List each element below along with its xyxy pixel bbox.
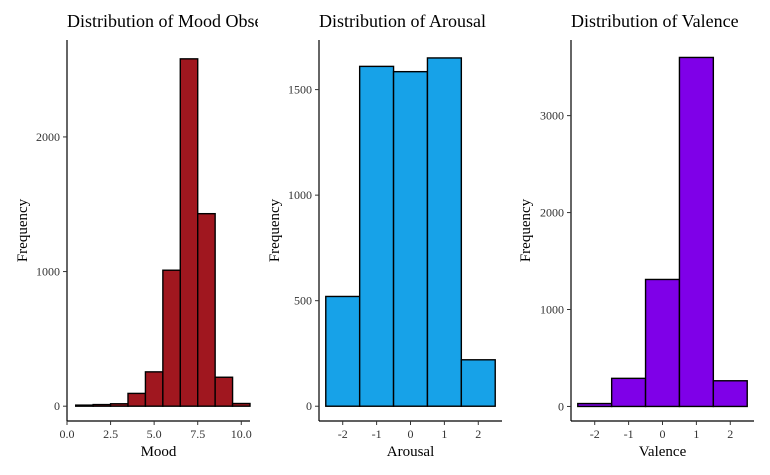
x-axis-label: Arousal bbox=[387, 444, 435, 460]
y-tick-label: 0 bbox=[306, 399, 312, 413]
x-tick-label: 0.0 bbox=[60, 427, 75, 441]
x-tick-label: 2.5 bbox=[103, 427, 118, 441]
histogram-bar bbox=[460, 359, 496, 407]
histogram-bar bbox=[610, 377, 647, 408]
x-tick-label: 1 bbox=[693, 427, 699, 441]
x-tick-label: 0 bbox=[660, 427, 666, 441]
x-tick-label: 10.0 bbox=[231, 427, 252, 441]
histogram-bar bbox=[644, 278, 681, 408]
histogram-bar bbox=[231, 402, 251, 407]
histogram-bar bbox=[162, 269, 181, 407]
chart-title: Distribution of Arousal bbox=[319, 11, 486, 31]
histogram-bar bbox=[109, 403, 129, 407]
x-tick-label: 0 bbox=[408, 427, 414, 441]
histogram-bar bbox=[325, 295, 361, 407]
y-axis-label: Frequency bbox=[267, 198, 283, 262]
y-tick-label: 1000 bbox=[540, 303, 564, 317]
y-tick-label: 500 bbox=[294, 294, 312, 308]
x-tick-label: 5.0 bbox=[147, 427, 162, 441]
histogram-panel-3: Distribution of Valence -2 -1 0 1 2 0 1000 2000 3… bbox=[518, 11, 754, 460]
chart-title: Distribution of Valence bbox=[571, 11, 739, 31]
y-tick-label: 0 bbox=[54, 399, 60, 413]
x-axis-label: Valence bbox=[639, 444, 687, 460]
y-tick-label: 2000 bbox=[540, 206, 564, 220]
histogram-bar bbox=[426, 57, 463, 407]
histogram-bar bbox=[92, 403, 112, 407]
histogram-bar bbox=[75, 404, 94, 407]
x-tick-label: -1 bbox=[372, 427, 382, 441]
x-tick-label: 7.5 bbox=[190, 427, 205, 441]
y-axis-label: Frequency bbox=[518, 198, 534, 262]
histogram-panel-2: Distribution of Arousal -2 -1 0 1 2 0 500 1000 15… bbox=[267, 11, 502, 460]
y-tick-label: 0 bbox=[558, 399, 564, 413]
histogram-bar bbox=[197, 212, 216, 407]
histogram-bar bbox=[678, 56, 715, 408]
y-tick-label: 1000 bbox=[288, 188, 312, 202]
histogram-bar bbox=[358, 65, 395, 407]
histogram-bar bbox=[144, 371, 164, 407]
histogram-bar bbox=[712, 380, 748, 408]
x-tick-label: 1 bbox=[441, 427, 447, 441]
x-tick-label: -2 bbox=[590, 427, 600, 441]
y-tick-label: 1000 bbox=[36, 265, 60, 279]
histogram-bar bbox=[392, 70, 429, 407]
x-tick-label: 2 bbox=[727, 427, 733, 441]
y-axis-label: Frequency bbox=[15, 198, 31, 262]
histogram-bar bbox=[179, 58, 199, 407]
histogram-bar bbox=[127, 392, 147, 407]
x-axis-label: Mood bbox=[141, 444, 177, 460]
x-tick-label: -2 bbox=[338, 427, 348, 441]
y-tick-label: 2000 bbox=[36, 130, 60, 144]
histogram-panel-1: Distribution of Mood Observations 0.0 2.5 5… bbox=[15, 11, 321, 460]
histogram-bar bbox=[577, 402, 613, 408]
chart-title: Distribution of Mood Observations bbox=[67, 11, 321, 31]
histogram-bar bbox=[214, 376, 234, 407]
y-tick-label: 3000 bbox=[540, 109, 564, 123]
y-tick-label: 1500 bbox=[288, 83, 312, 97]
x-tick-label: -1 bbox=[624, 427, 634, 441]
x-tick-label: 2 bbox=[475, 427, 481, 441]
